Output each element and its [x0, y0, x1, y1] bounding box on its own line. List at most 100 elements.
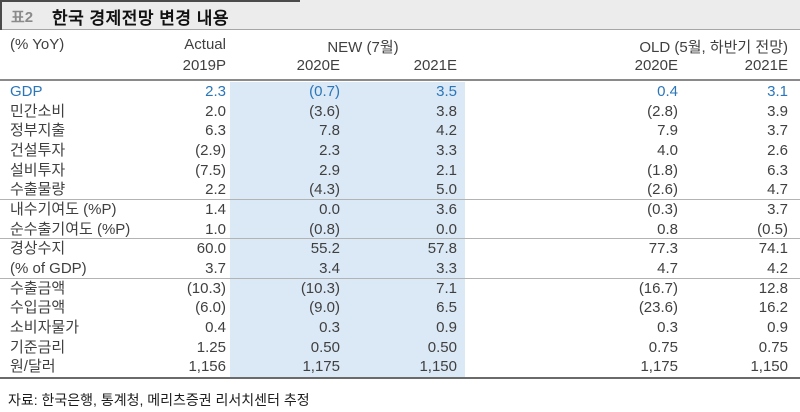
cell-new-2020e: 2.9	[319, 161, 340, 179]
cell-old-2020e: (16.7)	[638, 279, 678, 297]
table-row: 원/달러 1,156 1,175 1,150 1,175 1,150	[0, 357, 800, 377]
cell-new-2020e: 55.2	[310, 240, 340, 258]
cell-actual-2019p: 0.4	[205, 318, 226, 336]
cell-old-2021e: (0.5)	[757, 220, 788, 238]
cell-old-2020e: (0.3)	[647, 200, 678, 218]
row-label: GDP	[10, 83, 43, 100]
row-label: 경상수지	[10, 240, 66, 258]
cell-old-2020e: 4.7	[657, 259, 678, 277]
row-label: 내수기여도 (%P)	[10, 200, 117, 218]
cell-old-2021e: 4.7	[767, 181, 788, 199]
cell-old-2021e: 1,150	[750, 358, 788, 376]
cell-new-2020e: 0.0	[319, 200, 340, 218]
cell-new-2020e: 3.4	[319, 259, 340, 277]
cell-new-2021e: 5.0	[436, 181, 457, 199]
row-label: 건설투자	[10, 141, 66, 159]
cell-new-2021e: 1,150	[419, 358, 457, 376]
cell-old-2021e: 4.2	[767, 259, 788, 277]
table-title: 한국 경제전망 변경 내용	[52, 9, 230, 28]
cell-old-2020e: 77.3	[648, 240, 678, 258]
cell-new-2021e: 2.1	[436, 161, 457, 179]
cell-old-2021e: 3.1	[767, 83, 788, 100]
table-row: 내수기여도 (%P) 1.4 0.0 3.6 (0.3) 3.7	[0, 200, 800, 220]
cell-new-2021e: 7.1	[436, 279, 457, 297]
cell-actual-2019p: (10.3)	[186, 279, 226, 297]
cell-old-2020e: 0.75	[648, 338, 678, 356]
cell-new-2021e: 6.5	[436, 299, 457, 317]
cell-old-2020e: 7.9	[657, 122, 678, 140]
cell-actual-2019p: 2.0	[205, 102, 226, 120]
title-left-border	[0, 0, 2, 30]
cell-old-2021e: 2.6	[767, 141, 788, 159]
cell-old-2021e: 3.7	[767, 200, 788, 218]
cell-old-2021e: 6.3	[767, 161, 788, 179]
cell-actual-2019p: 6.3	[205, 122, 226, 140]
table-row: 수출물량 2.2 (4.3) 5.0 (2.6) 4.7	[0, 180, 800, 200]
table-row: 수출금액 (10.3) (10.3) 7.1 (16.7) 12.8	[0, 279, 800, 299]
table-row: GDP 2.3 (0.7) 3.5 0.4 3.1	[0, 82, 800, 102]
cell-new-2021e: 0.0	[436, 220, 457, 238]
cell-old-2021e: 74.1	[758, 240, 788, 258]
cell-old-2020e: 4.0	[657, 141, 678, 159]
row-label: 정부지출	[10, 122, 66, 140]
cell-old-2020e: (1.8)	[647, 161, 678, 179]
header-underline	[0, 79, 800, 81]
row-label: (% of GDP)	[10, 259, 87, 277]
cell-new-2021e: 3.5	[436, 83, 457, 100]
row-label: 수출금액	[10, 279, 66, 297]
cell-new-2020e: (3.6)	[309, 102, 340, 120]
cell-old-2020e: (2.8)	[647, 102, 678, 120]
title-top-border	[0, 0, 300, 2]
row-label: 수출물량	[10, 181, 66, 199]
cell-new-2020e: (9.0)	[309, 299, 340, 317]
cell-old-2020e: 1,175	[640, 358, 678, 376]
row-label: 기준금리	[10, 338, 66, 356]
table-title-bar: 표2 한국 경제전망 변경 내용	[0, 0, 800, 30]
header-new-group: NEW (7월)	[327, 39, 399, 56]
cell-old-2021e: 12.8	[758, 279, 788, 297]
cell-actual-2019p: 2.3	[205, 83, 226, 100]
table-row: 민간소비 2.0 (3.6) 3.8 (2.8) 3.9	[0, 102, 800, 122]
cell-old-2020e: 0.3	[657, 318, 678, 336]
table-row: 기준금리 1.25 0.50 0.50 0.75 0.75	[0, 338, 800, 358]
cell-new-2021e: 57.8	[427, 240, 457, 258]
cell-new-2021e: 0.50	[427, 338, 457, 356]
cell-new-2020e: 0.3	[319, 318, 340, 336]
header-year-new-2021e: 2021E	[413, 57, 457, 74]
row-label: 순수출기여도 (%P)	[10, 220, 131, 238]
table-row: 소비자물가 0.4 0.3 0.9 0.3 0.9	[0, 318, 800, 338]
cell-actual-2019p: (6.0)	[195, 299, 226, 317]
cell-new-2020e: 2.3	[319, 141, 340, 159]
cell-actual-2019p: 1,156	[188, 358, 226, 376]
cell-new-2021e: 0.9	[436, 318, 457, 336]
cell-old-2021e: 3.9	[767, 102, 788, 120]
table-body: GDP 2.3 (0.7) 3.5 0.4 3.1 민간소비 2.0 (3.6)…	[0, 82, 800, 377]
cell-new-2021e: 3.8	[436, 102, 457, 120]
cell-old-2020e: (2.6)	[647, 181, 678, 199]
header-year-new-2020e: 2020E	[296, 57, 340, 74]
cell-new-2020e: (0.7)	[309, 83, 340, 100]
cell-actual-2019p: (7.5)	[195, 161, 226, 179]
cell-actual-2019p: 3.7	[205, 259, 226, 277]
cell-actual-2019p: 1.0	[205, 220, 226, 238]
cell-old-2021e: 0.9	[767, 318, 788, 336]
header-actual-group: Actual	[184, 36, 226, 53]
cell-actual-2019p: (2.9)	[195, 141, 226, 159]
cell-new-2020e: 0.50	[310, 338, 340, 356]
cell-new-2021e: 4.2	[436, 122, 457, 140]
row-label: 소비자물가	[10, 318, 80, 336]
cell-new-2021e: 3.3	[436, 259, 457, 277]
header-old-group: OLD (5월, 하반기 전망)	[639, 39, 788, 56]
source-note: 자료: 한국은행, 통계청, 메리츠증권 리서치센터 추정	[8, 392, 310, 408]
cell-actual-2019p: 2.2	[205, 181, 226, 199]
table-row: 수입금액 (6.0) (9.0) 6.5 (23.6) 16.2	[0, 298, 800, 318]
cell-old-2021e: 0.75	[758, 338, 788, 356]
cell-new-2020e: (4.3)	[309, 181, 340, 199]
table-row: 정부지출 6.3 7.8 4.2 7.9 3.7	[0, 121, 800, 141]
header-year-old-2021e: 2021E	[744, 57, 788, 74]
cell-old-2020e: 0.8	[657, 220, 678, 238]
row-label: 민간소비	[10, 102, 66, 120]
new-forecast-highlight-column	[230, 82, 465, 377]
row-label: 설비투자	[10, 161, 66, 179]
row-label: 원/달러	[10, 358, 56, 376]
